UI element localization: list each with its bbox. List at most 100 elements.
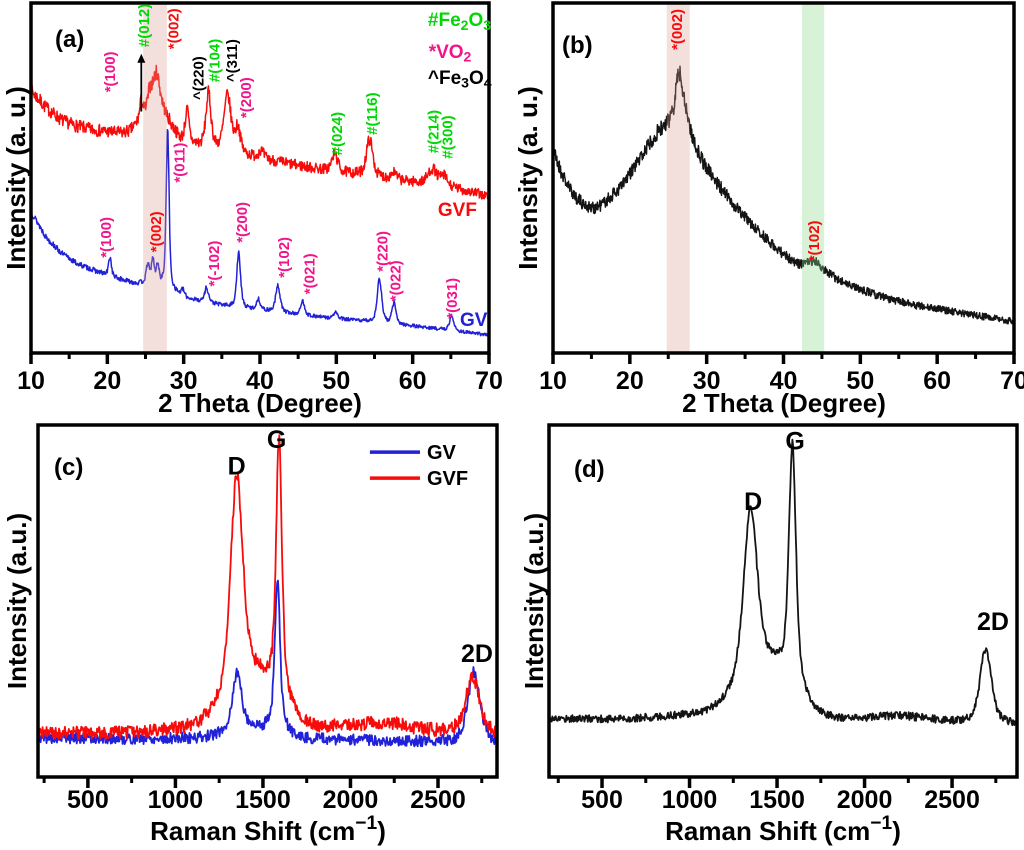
panel-a-peak-label-2: *(002) — [165, 8, 182, 49]
x-tick-label: 60 — [923, 367, 951, 395]
x-tick-label: 30 — [170, 367, 198, 395]
x-tick-label: 1500 — [749, 786, 805, 814]
panel-a-peak-label-10: #(300) — [439, 115, 456, 158]
panel-b-peak-label-1: *(102) — [806, 220, 823, 261]
panel-b-x-axis-label: 2 Theta (Degree) — [682, 388, 886, 418]
panel-a-peak-label-16: *(102) — [276, 237, 293, 278]
panel-a-arrow-0 — [137, 53, 146, 112]
highlight-band-a-0 — [143, 3, 167, 353]
panel-a-curves — [31, 64, 489, 337]
panel-d-annotation-1: G — [785, 428, 804, 456]
x-tick-label: 60 — [399, 367, 427, 395]
panel-b-letter: (b) — [562, 32, 593, 59]
x-tick-label: 1000 — [148, 786, 204, 814]
panel-a-peak-label-9: #(214) — [426, 110, 443, 153]
panel-a-peak-label-0: *(100) — [102, 51, 119, 92]
panel-a: 10 20 30 40 50 60 70 2 Theta (Degree) Intensity … — [1, 1, 503, 418]
panel-a-annotation-21: GVF — [438, 200, 477, 221]
panel-a-annotation-23: #Fe2O3 — [428, 10, 491, 33]
panel-a-x-ticks: 10 20 30 40 50 60 70 — [17, 353, 503, 395]
panel-a-peak-label-14: *(-102) — [206, 241, 223, 287]
panel-d-annotation-2: 2D — [977, 608, 1009, 636]
panel-d-axes-box — [547, 423, 1019, 779]
panel-c-annotation-0: D — [228, 452, 246, 480]
panel-a-axes-box — [29, 1, 491, 355]
panel-a-peak-label-18: *(220) — [375, 231, 392, 272]
series-GVF-curve — [38, 434, 497, 741]
panel-d: 500 1000 1500 2000 2500 Raman Shift (cm−1) Int… — [519, 423, 1019, 846]
x-tick-label: 50 — [322, 367, 350, 395]
x-tick-label: 500 — [581, 786, 623, 814]
x-tick-label: 20 — [616, 367, 644, 395]
x-tick-label: 1000 — [662, 786, 718, 814]
panel-c-annotation-2: 2D — [461, 640, 493, 668]
panel-a-peak-label-20: *(031) — [444, 278, 461, 319]
panel-c-letter: (c) — [54, 454, 83, 481]
highlight-band-b-1 — [801, 3, 825, 353]
panel-a-letter: (a) — [55, 26, 84, 53]
panel-a-peak-label-19: *(022) — [388, 260, 405, 301]
panel-b-x-ticks: 10 20 30 40 50 60 70 — [539, 353, 1024, 395]
panel-d-x-axis-label: Raman Shift (cm−1) — [665, 813, 901, 846]
panel-b-y-axis-label: Intensity (a. u.) — [513, 86, 543, 269]
x-tick-label: 40 — [246, 367, 274, 395]
panel-b-axes-box — [551, 1, 1016, 355]
panel-c-legend: GV GVF — [369, 442, 468, 490]
x-tick-label: 30 — [693, 367, 721, 395]
panel-a-annotation-22: GV — [460, 310, 488, 331]
panel-c-x-axis-label: Raman Shift (cm−1) — [150, 813, 386, 846]
panel-a-peak-label-13: *(011) — [172, 143, 189, 183]
x-tick-label: 500 — [67, 786, 109, 814]
x-tick-label: 20 — [93, 367, 121, 395]
panel-a-peak-label-8: #(116) — [364, 92, 381, 135]
panel-a-peak-label-3: ^(220) — [191, 56, 208, 100]
panel-a-peak-label-17: *(021) — [301, 253, 318, 294]
legend-label-GV: GV — [427, 442, 457, 464]
panel-a-peak-label-12: *(002) — [148, 211, 165, 252]
x-tick-label: 70 — [475, 367, 503, 395]
x-tick-label: 10 — [539, 367, 567, 395]
panel-a-peak-label-4: #(104) — [207, 39, 224, 82]
panel-d-y-axis-label: Intensity (a.u.) — [519, 513, 549, 689]
panel-a-annotation-25: ^Fe3O4 — [428, 68, 492, 91]
panel-a-peak-label-11: *(100) — [98, 217, 115, 258]
x-tick-label: 2000 — [837, 786, 893, 814]
series-GO-V-curve — [549, 438, 1017, 727]
panel-a-peak-label-15: *(200) — [234, 202, 251, 243]
panel-a-peak-label-5: ^(311) — [224, 39, 241, 82]
panel-b: 10 20 30 40 50 60 70 2 Theta (Degree) Intensity … — [513, 1, 1024, 418]
x-tick-label: 2000 — [323, 786, 379, 814]
panel-c-y-axis-label: Intensity (a.u.) — [2, 513, 32, 689]
panel-d-annotation-0: D — [744, 488, 762, 516]
legend-label-GVF: GVF — [427, 468, 468, 490]
panel-c-axes-box — [36, 423, 499, 779]
panel-b-peak-label-0: *(002) — [669, 9, 686, 50]
x-tick-label: 2500 — [924, 786, 980, 814]
panel-c: 500 1000 1500 2000 2500 Raman Shift (cm−1) Int… — [2, 423, 499, 846]
series-GV-curve — [31, 129, 489, 337]
x-tick-label: 10 — [17, 367, 45, 395]
x-tick-label: 2500 — [410, 786, 466, 814]
x-tick-label: 1500 — [235, 786, 291, 814]
series-GVF-curve — [31, 64, 489, 200]
panel-b-curves — [553, 65, 1014, 325]
panel-a-peak-label-7: #(024) — [329, 112, 346, 155]
panel-d-curves — [549, 438, 1017, 727]
series-GO-V-curve — [553, 65, 1014, 325]
panel-a-y-axis-label: Intensity (a. u.) — [1, 86, 31, 269]
panel-a-annotation-24: *VO2 — [429, 42, 472, 65]
panel-a-peak-label-6: *(200) — [238, 77, 255, 118]
panel-d-letter: (d) — [574, 456, 605, 483]
highlight-band-b-0 — [666, 3, 690, 353]
x-tick-label: 70 — [1000, 367, 1024, 395]
panel-a-x-axis-label: 2 Theta (Degree) — [158, 388, 362, 418]
panel-c-curves — [38, 434, 497, 748]
panel-c-annotation-1: G — [267, 426, 286, 454]
x-tick-label: 40 — [770, 367, 798, 395]
panel-d-x-ticks: 500 1000 1500 2000 2500 — [556, 777, 998, 814]
x-tick-label: 50 — [846, 367, 874, 395]
panel-a-peak-label-1: #(012) — [136, 4, 153, 47]
panel-c-x-ticks: 500 1000 1500 2000 2500 — [42, 777, 484, 814]
